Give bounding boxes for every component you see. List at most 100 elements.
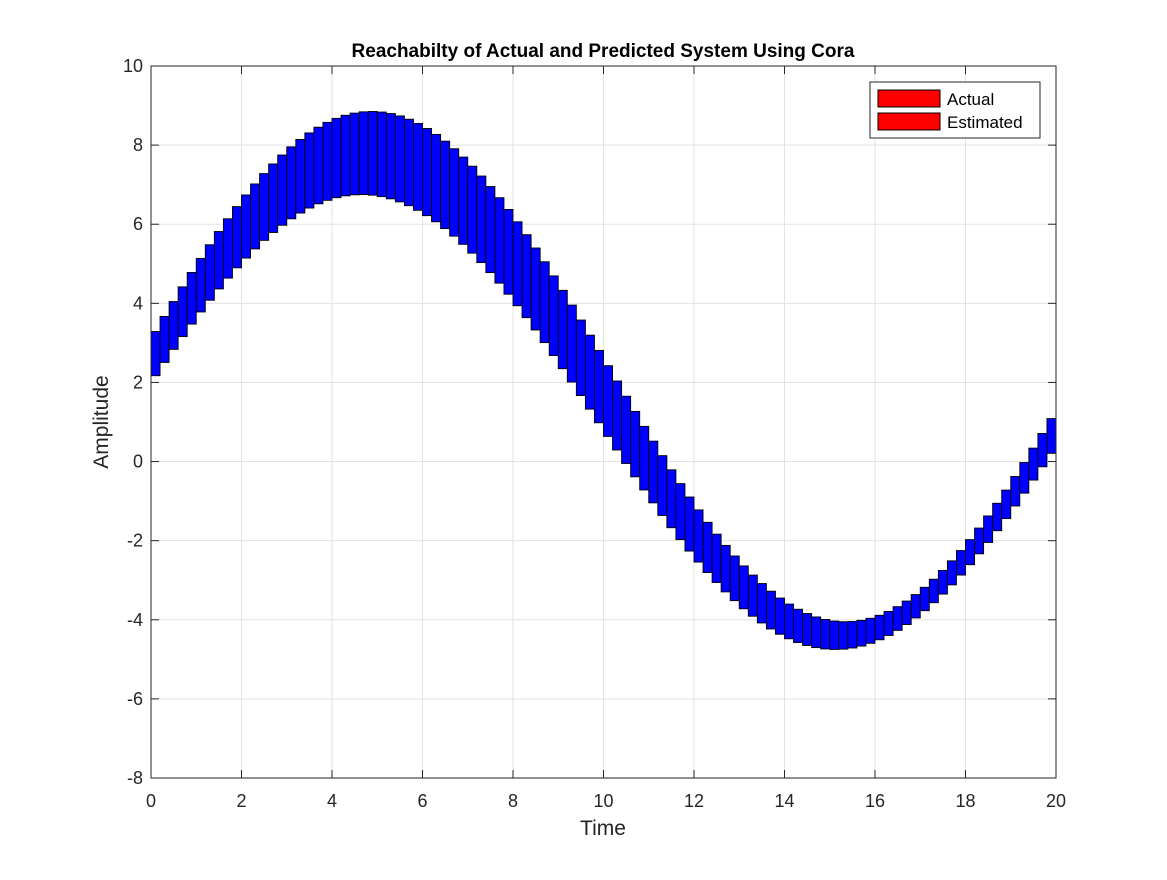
reachable-box [603,365,614,437]
x-tick-labels: 0 2 4 6 8 10 12 14 16 18 20 [146,791,1066,811]
reachable-box [431,133,442,223]
reachable-box [367,111,378,196]
x-tick-label: 0 [146,791,156,811]
reachable-box [385,113,396,200]
reachable-box [458,156,469,245]
x-axis-label: Time [580,817,626,840]
reachable-box [594,349,604,424]
reachable-box [702,521,713,574]
reachable-box [440,140,451,230]
reachable-box [521,234,532,319]
reachable-box [268,163,279,233]
reachable-box [222,218,233,279]
reachable-box [331,117,342,199]
x-tick-label: 12 [684,791,704,811]
reachable-box [621,395,632,464]
reachable-box [195,257,206,313]
reachable-box [910,594,921,619]
reachable-box [358,111,369,196]
reachable-box [150,331,161,377]
y-tick-label: 0 [133,452,143,472]
y-tick-label: -8 [127,768,143,788]
reachable-box [250,183,261,250]
reachable-box [557,289,568,370]
x-tick-label: 2 [236,791,246,811]
reachable-box [765,590,776,630]
x-tick-label: 14 [774,791,794,811]
reachable-box [186,272,197,325]
reachable-box [449,148,460,237]
x-tick-label: 18 [955,791,975,811]
x-tick-label: 20 [1046,791,1066,811]
reachable-box [241,194,252,259]
reachable-box [711,533,722,583]
reachable-box [530,247,541,331]
reachable-box [304,132,315,209]
reachable-box [747,574,758,617]
y-tick-label: 8 [133,135,143,155]
reachable-box [992,502,1003,532]
reachable-box [802,613,813,646]
y-axis-label: Amplitude [90,375,113,468]
reachable-box [684,496,695,552]
reachable-box [630,410,641,478]
y-tick-label: -2 [127,531,143,551]
reachable-box [286,146,297,220]
y-tick-labels: -8 -6 -4 -2 0 2 4 6 8 10 [123,56,143,788]
reachable-box [784,603,795,640]
reachable-box [829,620,840,650]
x-tick-label: 16 [865,791,885,811]
reachable-box [204,244,215,301]
reachable-box [177,286,188,338]
reachable-box [548,275,559,356]
reachable-box [666,469,677,529]
reachable-box [295,139,306,214]
reachable-box [974,527,985,555]
reachable-box [403,118,414,207]
x-tick-label: 10 [593,791,613,811]
reachable-box [231,206,242,269]
reachable-box [422,128,433,217]
reachable-box [874,614,885,641]
reachable-box [313,126,324,205]
reachable-box [485,186,496,274]
reachable-box [413,122,423,211]
reachable-box [394,115,405,203]
reachable-box [883,610,894,636]
y-tick-label: 4 [133,293,143,313]
reachable-box [213,231,224,290]
reachable-box [793,608,804,643]
legend-swatch-actual [877,89,941,108]
reachable-box [775,597,785,635]
reachable-box [322,121,333,201]
legend: Actual Estimated [869,81,1041,139]
reachable-box [340,114,351,197]
x-tick-label: 4 [327,791,337,811]
reachable-box [648,440,659,504]
reachable-box [584,334,595,410]
reachable-box [811,616,822,649]
legend-swatch-estimated [877,112,941,131]
reachable-box [983,515,994,543]
reachable-box [720,544,731,593]
reachable-box [738,565,749,610]
reachable-box [476,175,487,264]
reachable-box [865,617,876,644]
reachable-box [566,304,577,383]
reachable-box [1037,433,1048,468]
y-tick-label: -4 [127,610,143,630]
reachable-box [1001,489,1012,519]
reachable-box [512,221,523,307]
y-tick-label: 6 [133,214,143,234]
y-tick-label: 10 [123,56,143,76]
chart-title: Reachabilty of Actual and Predicted Syst… [352,41,855,62]
reachable-box [901,600,912,625]
reachable-box [1046,418,1057,454]
y-tick-label: 2 [133,372,143,392]
reachable-box [965,539,976,566]
reachable-box [820,619,831,650]
reachable-box [494,197,505,284]
reachable-box [277,154,288,226]
